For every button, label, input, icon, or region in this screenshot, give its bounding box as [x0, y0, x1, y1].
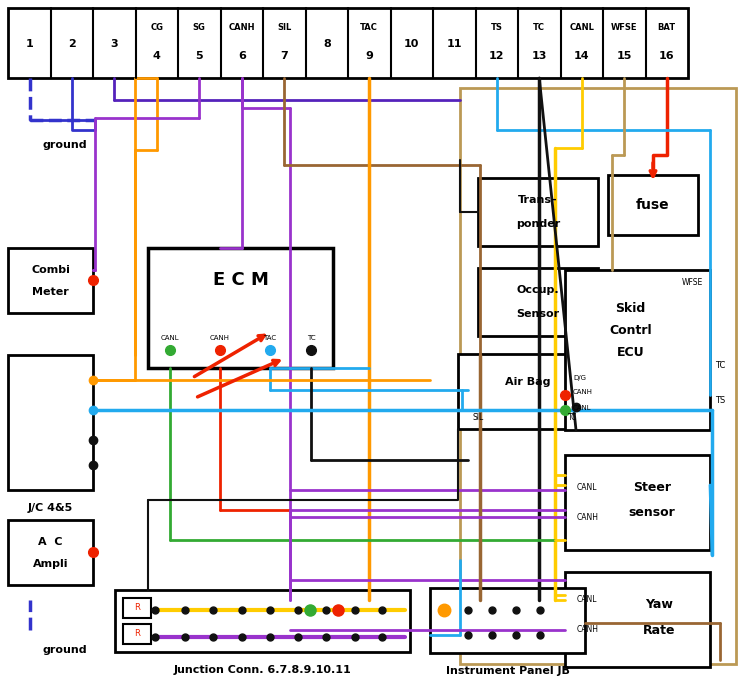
Text: CANL: CANL: [161, 335, 179, 341]
Text: 1: 1: [25, 39, 33, 49]
Text: TC: TC: [307, 335, 315, 341]
Text: R: R: [134, 603, 140, 612]
Text: 11: 11: [446, 39, 462, 49]
Text: J/C 4&5: J/C 4&5: [28, 503, 73, 513]
Text: TS: TS: [715, 395, 725, 404]
Bar: [565, 270, 710, 430]
Bar: [565, 572, 710, 667]
Text: 4: 4: [153, 50, 161, 61]
Text: Skid: Skid: [615, 301, 645, 314]
Bar: [478, 178, 598, 246]
Bar: [148, 248, 333, 368]
Text: 15: 15: [617, 50, 632, 61]
Text: 2: 2: [68, 39, 76, 49]
Text: TC: TC: [533, 23, 545, 32]
Bar: [123, 598, 151, 618]
Text: Rate: Rate: [643, 623, 676, 636]
Bar: [115, 590, 410, 652]
Text: Air Bag: Air Bag: [505, 377, 551, 387]
Text: Instrument Panel JB: Instrument Panel JB: [446, 666, 569, 676]
Text: Combi: Combi: [31, 265, 70, 275]
Text: ground: ground: [42, 645, 87, 655]
Bar: [8, 8, 688, 78]
Text: 6: 6: [238, 50, 246, 61]
Text: TS: TS: [491, 23, 503, 32]
Text: TAC: TAC: [263, 335, 277, 341]
Text: 7: 7: [280, 50, 288, 61]
Text: 5: 5: [196, 50, 203, 61]
Text: ground: ground: [42, 140, 87, 150]
Text: Steer: Steer: [633, 480, 671, 493]
Bar: [458, 354, 598, 429]
Text: CANL: CANL: [577, 482, 597, 491]
Text: 10: 10: [404, 39, 420, 49]
Text: CANL: CANL: [577, 596, 597, 605]
Text: CANL: CANL: [569, 23, 594, 32]
Text: BAT: BAT: [658, 23, 676, 32]
Text: CANH: CANH: [210, 335, 230, 341]
Text: CANH: CANH: [577, 625, 599, 634]
Bar: [565, 455, 710, 550]
Text: D/G: D/G: [573, 375, 586, 381]
Bar: [478, 268, 598, 336]
Text: CG: CG: [150, 23, 163, 32]
Text: Ampli: Ampli: [33, 559, 68, 569]
Bar: [430, 588, 585, 653]
Text: TC: TC: [715, 361, 725, 370]
Text: A  C: A C: [38, 537, 62, 547]
Text: Yaw: Yaw: [645, 598, 673, 611]
Text: WFSE: WFSE: [682, 278, 702, 287]
Text: TAC: TAC: [360, 23, 378, 32]
Text: E C M: E C M: [213, 271, 269, 289]
Text: 14: 14: [574, 50, 589, 61]
Text: ponder: ponder: [516, 219, 560, 229]
Text: Trans–: Trans–: [518, 195, 558, 205]
Text: 8: 8: [323, 39, 330, 49]
Text: CANH: CANH: [228, 23, 255, 32]
Text: CANH: CANH: [573, 389, 593, 395]
Text: sensor: sensor: [629, 507, 676, 520]
Text: ECU: ECU: [617, 346, 644, 359]
Text: TC: TC: [568, 413, 577, 422]
Text: 12: 12: [489, 50, 504, 61]
Text: Junction Conn. 6.7.8.9.10.11: Junction Conn. 6.7.8.9.10.11: [173, 665, 351, 675]
Text: CANL: CANL: [573, 405, 591, 411]
Text: Occup.: Occup.: [516, 285, 559, 295]
Text: CANH: CANH: [577, 513, 599, 522]
Text: 13: 13: [531, 50, 547, 61]
Bar: [608, 175, 698, 235]
Bar: [8, 520, 93, 585]
Text: 9: 9: [365, 50, 373, 61]
Text: 16: 16: [659, 50, 675, 61]
Text: R: R: [134, 630, 140, 638]
Text: Meter: Meter: [32, 287, 69, 297]
Bar: [123, 624, 151, 644]
Bar: [8, 248, 93, 313]
Text: fuse: fuse: [636, 198, 670, 212]
Text: SIL: SIL: [277, 23, 292, 32]
Bar: [8, 355, 93, 490]
Bar: [460, 88, 736, 664]
Text: 3: 3: [110, 39, 118, 49]
Text: Contrl: Contrl: [609, 323, 652, 337]
Text: WFSE: WFSE: [611, 23, 638, 32]
Text: Sensor: Sensor: [516, 309, 559, 319]
Text: SG: SG: [193, 23, 205, 32]
Text: SIL: SIL: [472, 413, 484, 422]
